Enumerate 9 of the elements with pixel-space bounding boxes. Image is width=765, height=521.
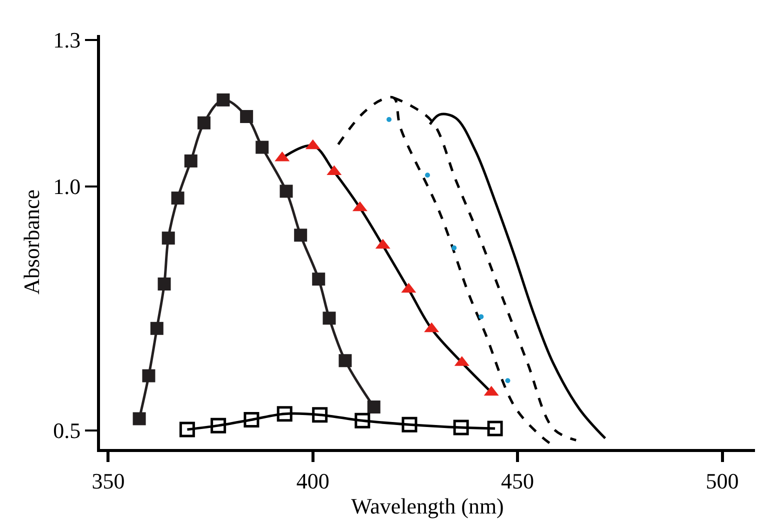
x-axis-title: Wavelength (nm)	[351, 493, 504, 518]
y-tick-label: 1.0	[53, 174, 81, 200]
x-tick-label: 400	[296, 468, 330, 494]
x-tick-label: 350	[92, 468, 125, 494]
x-tick-label: 500	[706, 468, 739, 494]
y-axis-title: Absorbance	[18, 189, 44, 295]
x-tick-label: 450	[501, 468, 534, 494]
y-tick-label: 0.5	[53, 418, 81, 444]
y-tick-label: 1.3	[53, 28, 81, 53]
